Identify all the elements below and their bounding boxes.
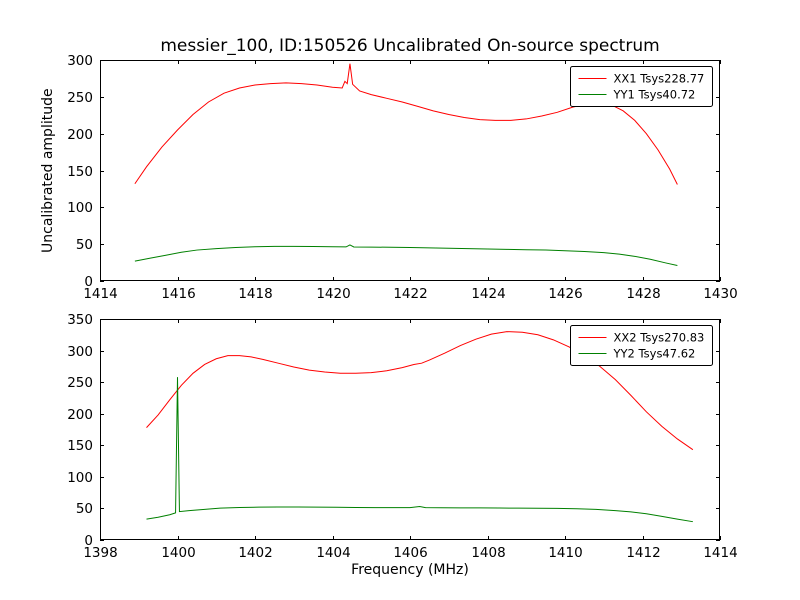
y-tick-label: 150 [67,438,93,454]
y-tick-label: 150 [67,164,93,180]
x-tick-label: 1408 [471,545,505,561]
y-tick-label: 0 [84,533,93,549]
legend-label: YY2 Tsys47.62 [613,347,696,361]
x-tick-label: 1422 [393,286,427,302]
x-tick-label: 1400 [161,545,195,561]
y-tick-label: 350 [67,312,93,328]
x-tick-label: 1428 [626,286,660,302]
y-tick-label: 250 [67,375,93,391]
series-line-yy1 [134,244,678,267]
x-tick-label: 1404 [316,545,350,561]
x-tick-label: 1412 [626,545,660,561]
y-tick-label: 200 [67,407,93,423]
x-tick-label: 1414 [703,545,737,561]
x-tick-label: 1418 [238,286,272,302]
x-tick-label: 1426 [548,286,582,302]
x-tick-label: 1414 [83,286,117,302]
y-tick-label: 250 [67,90,93,106]
series-line-yy2 [146,377,693,523]
x-tick-label: 1402 [238,545,272,561]
subplot-top: 1414 1416 1418 1420 1422 1424 1426 1428 1430 0 50 1… [67,53,737,302]
x-axis-label: Frequency (MHz) [351,562,469,578]
subplot-bottom: 1398 1400 1402 1404 1406 1408 1410 1412 1414 0 50 1… [67,312,737,561]
legend-label: XX1 Tsys228.77 [614,72,705,86]
y-tick-label: 300 [67,344,93,360]
x-tick-label: 1398 [83,545,117,561]
x-tick-label: 1420 [316,286,350,302]
y-tick-label: 100 [67,470,93,486]
x-tick-label: 1410 [548,545,582,561]
legend-box [570,66,713,107]
y-tick-label: 0 [84,274,93,290]
x-tick-label: 1406 [393,545,427,561]
y-tick-label: 100 [67,200,93,216]
y-tick-label: 200 [67,127,93,143]
x-tick-label: 1430 [703,286,737,302]
y-tick-label: 300 [67,53,93,69]
chart-title: messier_100, ID:150526 Uncalibrated On-s… [160,36,660,56]
legend-box [570,325,713,366]
legend-label: XX2 Tsys270.83 [614,331,705,345]
y-tick-label: 50 [76,237,93,253]
x-tick-label: 1424 [471,286,505,302]
y-tick-label: 50 [76,501,93,517]
x-tick-label: 1416 [161,286,195,302]
legend-label: YY1 Tsys40.72 [613,88,696,102]
